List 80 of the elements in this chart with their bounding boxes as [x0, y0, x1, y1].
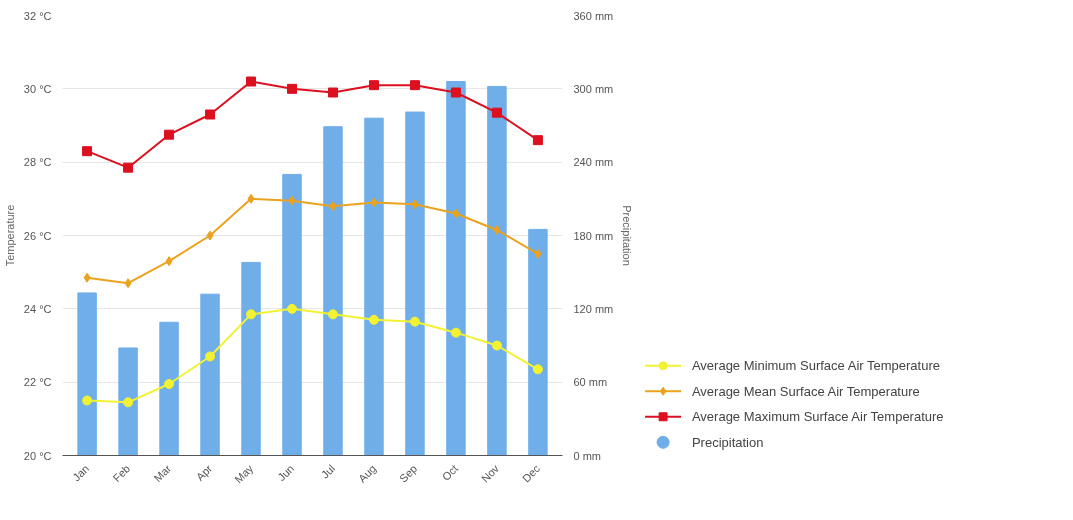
point	[164, 379, 175, 389]
point	[491, 340, 502, 351]
point	[532, 135, 543, 146]
x-tick-label: Feb	[110, 462, 133, 485]
x-tick-label: Oct	[439, 462, 461, 483]
y-tick-label: 28 °C	[23, 156, 52, 169]
point	[411, 199, 419, 210]
x-tick-label: May	[232, 461, 256, 486]
point	[327, 309, 338, 320]
x-tick-label: Jan	[70, 462, 92, 484]
point	[164, 129, 175, 140]
y2-tick-label: 300 mm	[573, 82, 614, 95]
legend-label: Precipitation	[691, 434, 764, 450]
point	[123, 162, 134, 173]
y-tick-label: 24 °C	[23, 302, 52, 315]
bar	[159, 321, 179, 456]
point	[493, 225, 501, 235]
y-tick-label: 26 °C	[23, 229, 52, 242]
legend-label: Average Maximum Surface Air Temperature	[691, 409, 944, 425]
bar	[241, 261, 261, 456]
y2-tick-label: 240 mm	[573, 156, 614, 169]
point	[327, 87, 338, 98]
point	[82, 146, 93, 157]
bar	[446, 81, 466, 456]
y-tick-label: 22 °C	[23, 376, 52, 389]
point	[82, 395, 93, 406]
point	[205, 351, 216, 362]
x-tick-label: Jul	[318, 462, 338, 481]
y-tick-label: 32 °C	[23, 9, 52, 22]
x-tick-label: Mar	[151, 462, 174, 485]
y2-tick-label: 0 mm	[573, 449, 601, 462]
bar	[200, 293, 220, 456]
bar	[528, 228, 548, 456]
bar	[487, 85, 507, 456]
point	[287, 303, 298, 314]
point	[452, 208, 460, 219]
point	[534, 248, 542, 259]
x-tick-label: Jun	[275, 462, 297, 484]
bar	[405, 111, 425, 456]
point	[287, 83, 298, 94]
x-tick-label: Apr	[193, 462, 215, 483]
point	[246, 76, 257, 87]
point	[409, 316, 420, 327]
legend-label: Average Minimum Surface Air Temperature	[691, 358, 940, 374]
x-tick-label: Aug	[355, 462, 379, 485]
bar	[323, 126, 343, 456]
point	[532, 364, 543, 375]
point	[247, 193, 255, 204]
y2-axis-title: Precipitation	[621, 205, 634, 266]
legend-label: Average Mean Surface Air Temperature	[691, 383, 920, 399]
point	[370, 197, 378, 208]
point	[409, 80, 420, 91]
point	[450, 87, 461, 98]
point	[206, 230, 214, 241]
point	[368, 80, 379, 91]
bar	[77, 292, 97, 456]
point	[368, 314, 379, 325]
y2-tick-label: 120 mm	[573, 302, 614, 315]
y2-tick-label: 60 mm	[573, 376, 608, 389]
y2-tick-label: 360 mm	[573, 9, 614, 22]
bar	[282, 173, 302, 456]
point	[165, 256, 173, 267]
point	[205, 109, 216, 120]
y2-tick-label: 180 mm	[573, 229, 614, 242]
bar	[364, 117, 384, 456]
point	[83, 272, 91, 283]
bar	[118, 347, 138, 456]
point	[450, 327, 461, 338]
point	[124, 278, 132, 289]
point	[288, 195, 296, 206]
y-tick-label: 30 °C	[23, 82, 52, 95]
point	[491, 107, 502, 118]
point	[246, 309, 257, 320]
y-axis-title: Temperature	[3, 204, 16, 267]
x-tick-label: Nov	[478, 461, 502, 485]
x-tick-label: Sep	[396, 462, 420, 485]
x-tick-label: Dec	[519, 461, 543, 485]
y-tick-label: 20 °C	[23, 449, 52, 462]
point	[329, 201, 337, 212]
point	[123, 397, 134, 408]
